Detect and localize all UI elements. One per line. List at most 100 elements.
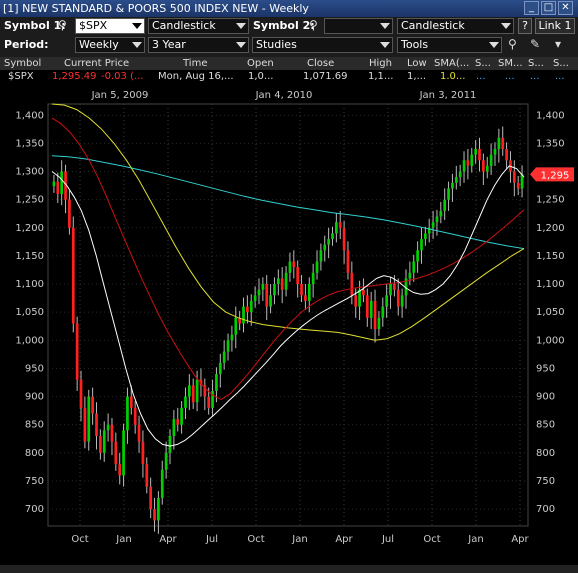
comment-icon[interactable]: ✎ xyxy=(530,37,541,51)
studies-select[interactable]: Studies xyxy=(252,37,393,53)
y-tick-label-left: 1,400 xyxy=(15,110,44,121)
y-tick-label-right: 1,000 xyxy=(536,335,565,346)
quote-low: 1,... xyxy=(407,71,427,82)
quote-col-header: S... xyxy=(528,58,544,69)
candle-body xyxy=(211,390,214,408)
candle-body xyxy=(269,295,272,307)
candle-body xyxy=(327,239,330,245)
candle-body xyxy=(466,160,470,166)
y-tick-label-right: 1,150 xyxy=(536,251,565,262)
quote-s2: ... xyxy=(505,71,515,82)
candle-body xyxy=(389,284,392,296)
quote-time: Mon, Aug 16,... xyxy=(158,71,234,82)
price-chart[interactable]: Oct Jan Apr Jul Oct Jan Apr Jul Oct Jan Apr Jan 5, … xyxy=(0,84,578,570)
quote-price: 1,295.49 xyxy=(52,71,97,82)
candle-body xyxy=(369,300,373,318)
candle-body xyxy=(191,385,195,403)
candle-body xyxy=(470,154,474,166)
quote-col-header: Symbol xyxy=(4,58,42,69)
y-tick-label-right: 850 xyxy=(536,420,555,431)
candle-body xyxy=(83,407,87,442)
quote-s1: ... xyxy=(476,71,486,82)
tools-select[interactable]: Tools xyxy=(397,37,502,53)
quote-row[interactable]: $SPX 1,295.49 -0.03 (... Mon, Aug 16,...… xyxy=(0,70,578,84)
search-icon[interactable]: ⚲ xyxy=(58,18,67,32)
candle-body xyxy=(381,306,385,318)
candle-body xyxy=(118,464,122,476)
candle-body xyxy=(393,284,396,290)
quote-s4: ... xyxy=(555,71,565,82)
candle-body xyxy=(249,300,253,313)
top-date-label: Jan 3, 2011 xyxy=(419,90,477,101)
maximize-button[interactable]: □ xyxy=(541,1,556,15)
candle-body xyxy=(195,379,199,403)
candle-body xyxy=(493,149,497,155)
candle-body xyxy=(242,306,245,324)
quote-col-header: Close xyxy=(307,58,335,69)
candle-body xyxy=(226,340,230,352)
candle-body xyxy=(153,509,156,521)
candle-body xyxy=(203,385,207,397)
quote-sma: 1.0... xyxy=(440,71,466,82)
candle-body xyxy=(423,233,427,240)
options-icon[interactable]: ▾ xyxy=(555,37,562,51)
quote-col-header: Time xyxy=(183,58,208,69)
minimize-button[interactable]: _ xyxy=(524,1,539,15)
candle-body xyxy=(304,295,307,301)
candle-body xyxy=(346,250,350,273)
candle-body xyxy=(482,160,485,172)
candle-body xyxy=(68,199,71,228)
top-date-label: Jan 4, 2010 xyxy=(255,90,313,101)
candle-body xyxy=(427,227,431,234)
help-button[interactable]: ? xyxy=(518,18,532,34)
link-button[interactable]: Link 1 xyxy=(535,18,575,34)
chart-svg[interactable]: Oct Jan Apr Jul Oct Jan Apr Jul Oct Jan Apr Jan 5, … xyxy=(0,84,578,570)
candle-body xyxy=(218,362,222,375)
candle-body xyxy=(172,419,176,436)
y-tick-label-right: 1,100 xyxy=(536,279,565,290)
candle-body xyxy=(520,174,524,189)
y-tick-label-left: 800 xyxy=(25,448,44,459)
candle-body xyxy=(56,181,60,195)
chevron-down-icon xyxy=(132,23,142,29)
y-tick-label-right: 1,200 xyxy=(536,223,565,234)
range-select[interactable]: 3 Year xyxy=(148,37,249,53)
chevron-down-icon xyxy=(489,42,499,48)
candle-body xyxy=(412,261,416,273)
window-titlebar: [1] NEW STANDARD & POORS 500 INDEX NEW -… xyxy=(0,0,578,17)
candle-body xyxy=(265,284,269,307)
candle-body xyxy=(478,149,481,161)
candle-body xyxy=(454,177,458,183)
x-tick-label: Apr xyxy=(159,534,177,545)
candle-body xyxy=(497,137,501,150)
quote-change: -0.03 (... xyxy=(101,71,144,82)
sma-line-yellow xyxy=(51,103,525,341)
zoom-icon[interactable]: ⚲ xyxy=(508,37,517,51)
candle-body xyxy=(474,149,477,155)
chart-type-select-1[interactable]: Candlestick xyxy=(148,18,249,34)
candle-body xyxy=(284,272,288,290)
candle-body xyxy=(462,160,466,172)
symbol2-input[interactable] xyxy=(324,18,393,34)
chevron-down-icon xyxy=(380,23,390,29)
candle-body xyxy=(106,424,110,431)
candle-body xyxy=(439,210,443,217)
candle-body xyxy=(404,278,408,296)
candle-body xyxy=(273,284,276,296)
period-select[interactable]: Weekly xyxy=(75,37,145,53)
symbol2-label: Symbol 2: xyxy=(253,19,315,32)
candle-body xyxy=(133,407,137,425)
y-tick-label-left: 950 xyxy=(25,363,44,374)
plot-area xyxy=(47,103,529,527)
candle-body xyxy=(377,317,381,330)
quote-s3: ... xyxy=(530,71,540,82)
search-icon[interactable]: ⚲ xyxy=(309,18,318,32)
y-tick-label-left: 750 xyxy=(25,476,44,487)
close-button[interactable]: ✕ xyxy=(558,1,573,15)
symbol1-input[interactable]: $SPX xyxy=(75,18,145,34)
scroll-bar[interactable] xyxy=(0,565,578,573)
chart-type-select-2[interactable]: Candlestick xyxy=(397,18,514,34)
candle-body xyxy=(296,267,300,285)
quote-header-row: Symbol Current Price Time Open Close Hig… xyxy=(0,57,578,70)
candle-body xyxy=(350,272,354,296)
